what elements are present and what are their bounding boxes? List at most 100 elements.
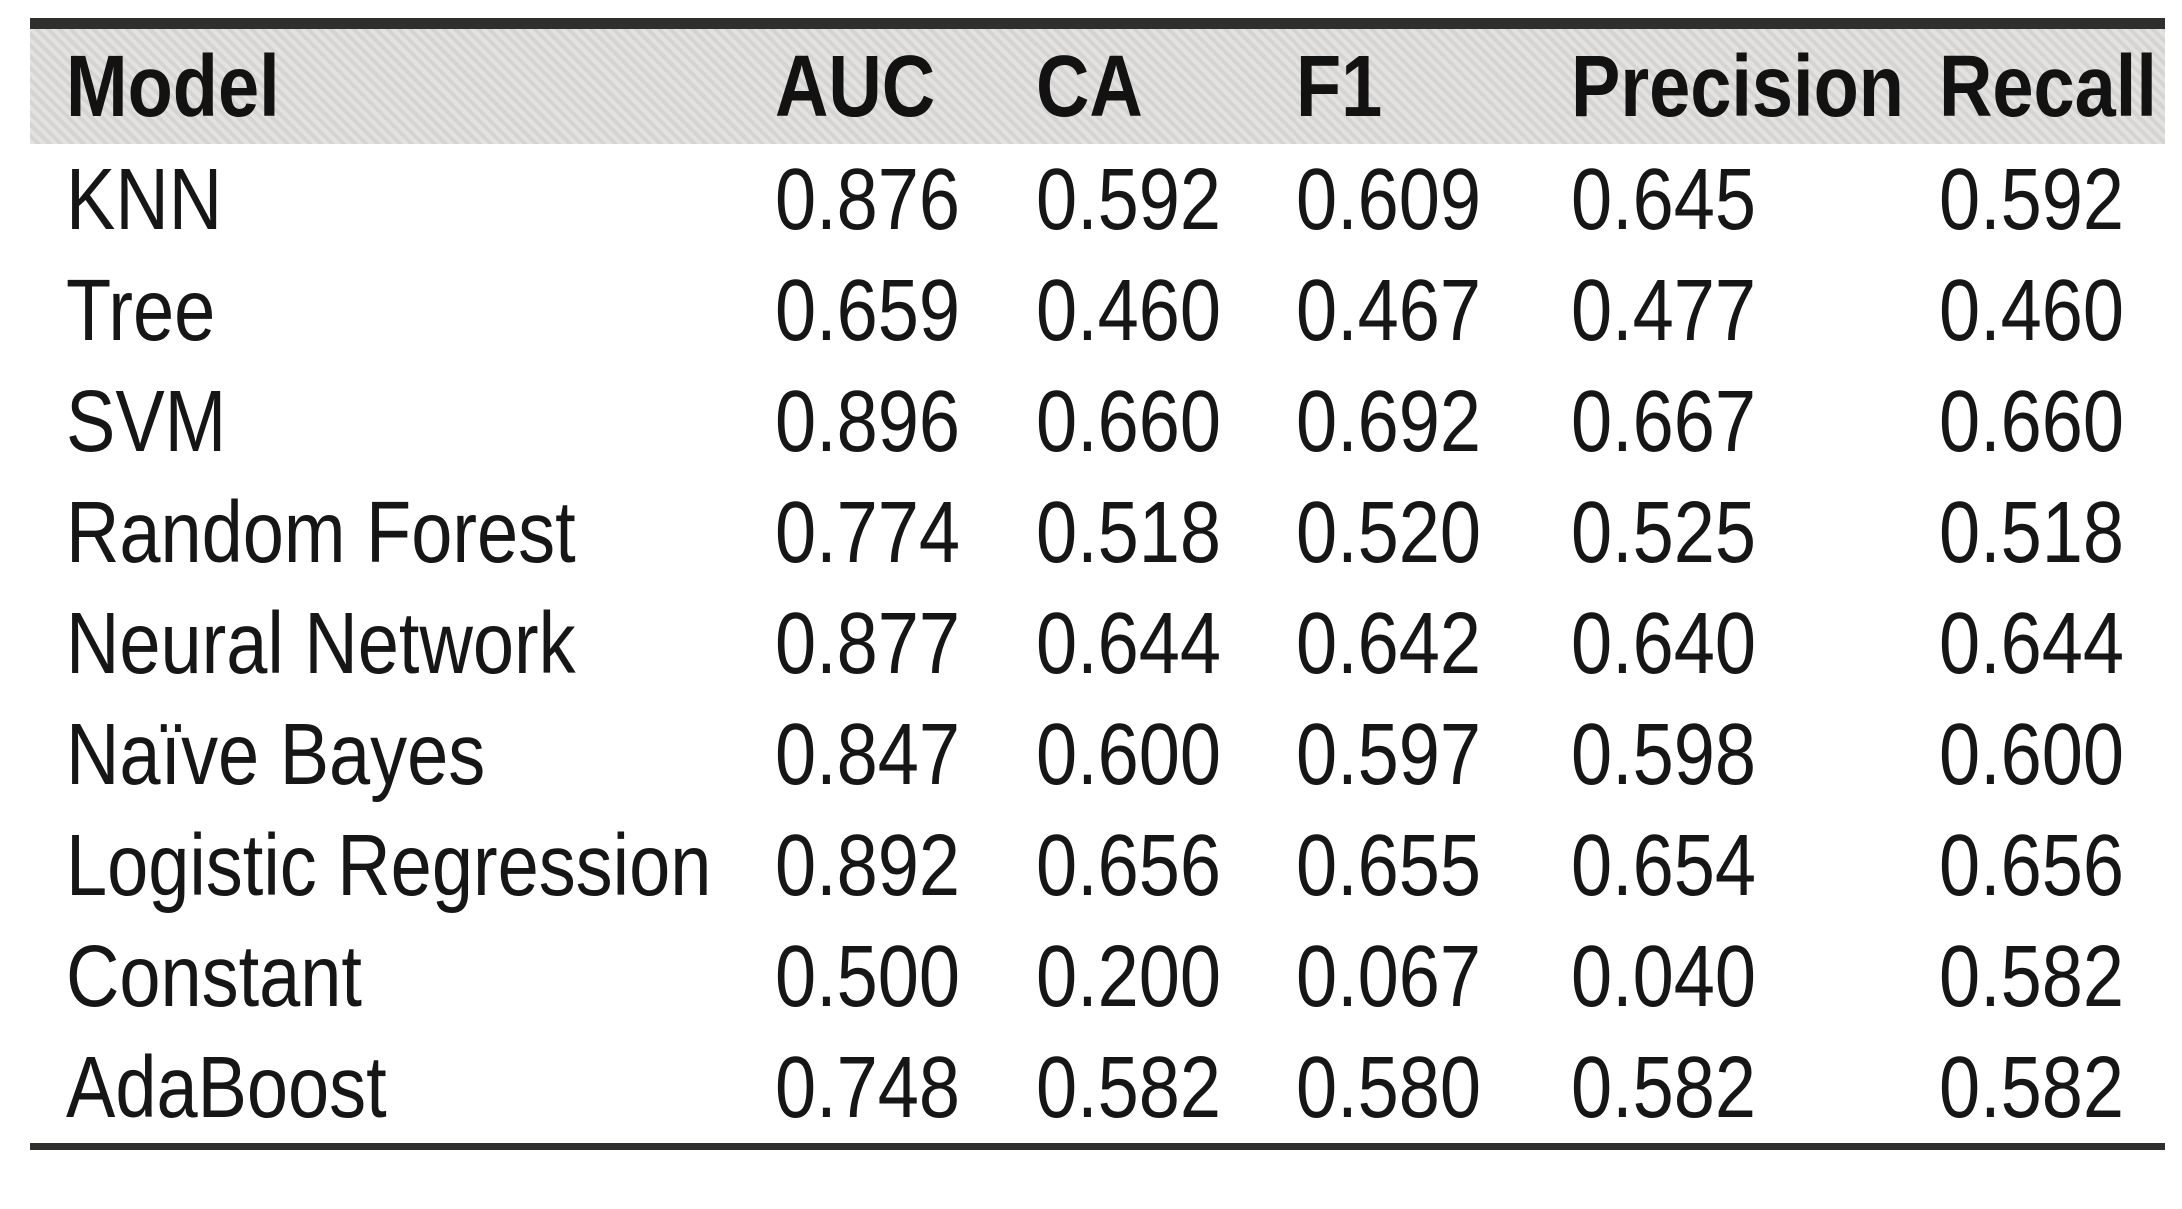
table-bottom-rule	[30, 1143, 2165, 1150]
table-top-rule	[30, 18, 2165, 29]
metric-value: 0.582	[1938, 1039, 2124, 1136]
metric-value: 0.609	[1296, 151, 1482, 248]
metric-value-cell: 0.896	[775, 366, 1035, 477]
metric-value: 0.660	[1035, 373, 1221, 470]
metric-value-cell: 0.525	[1571, 477, 1938, 588]
table-row-constant: Constant 0.500 0.200 0.067 0.040 0.582	[30, 921, 2165, 1032]
metric-value: 0.892	[775, 817, 961, 914]
metric-value-cell: 0.460	[1036, 255, 1296, 366]
metric-value: 0.659	[775, 262, 961, 359]
model-name: Constant	[66, 928, 362, 1025]
metric-value-cell: 0.500	[775, 921, 1035, 1032]
metric-value-cell: 0.200	[1036, 921, 1296, 1032]
metric-value-cell: 0.644	[1939, 588, 2165, 699]
model-name-cell: AdaBoost	[30, 1032, 775, 1143]
model-name: Naïve Bayes	[66, 706, 486, 803]
column-header-model: Model	[30, 29, 775, 144]
metric-value: 0.460	[1938, 262, 2124, 359]
table-row-random-forest: Random Forest 0.774 0.518 0.520 0.525 0.518	[30, 477, 2165, 588]
metric-value-cell: 0.582	[1939, 1032, 2165, 1143]
column-header-label: F1	[1296, 38, 1383, 135]
metric-value: 0.654	[1571, 817, 1757, 914]
table-body: KNN 0.876 0.592 0.609 0.645 0.592 Tree 0.659 0.4…	[30, 144, 2165, 1143]
table-row-neural-network: Neural Network 0.877 0.644 0.642 0.640 0.644	[30, 588, 2165, 699]
metric-value: 0.518	[1035, 484, 1221, 581]
column-header-precision: Precision	[1571, 29, 1938, 144]
metric-value: 0.477	[1571, 262, 1757, 359]
metric-value-cell: 0.520	[1296, 477, 1571, 588]
metric-value: 0.582	[1035, 1039, 1221, 1136]
column-header-label: Model	[66, 38, 280, 135]
metric-value-cell: 0.460	[1939, 255, 2165, 366]
column-header-ca: CA	[1036, 29, 1296, 144]
metric-value: 0.896	[775, 373, 961, 470]
model-name-cell: Naïve Bayes	[30, 699, 775, 810]
metric-value-cell: 0.748	[775, 1032, 1035, 1143]
metric-value: 0.460	[1035, 262, 1221, 359]
model-name-cell: Neural Network	[30, 588, 775, 699]
metric-value: 0.067	[1296, 928, 1482, 1025]
column-header-label: Precision	[1571, 38, 1905, 135]
metric-value: 0.582	[1938, 928, 2124, 1025]
column-header-recall: Recall	[1939, 29, 2165, 144]
metric-value: 0.525	[1571, 484, 1757, 581]
metric-value-cell: 0.518	[1939, 477, 2165, 588]
model-name: KNN	[66, 151, 223, 248]
metric-value-cell: 0.582	[1036, 1032, 1296, 1143]
metric-value: 0.655	[1296, 817, 1482, 914]
model-metrics-table: Model AUC CA F1 Precision Recall KNN 0.876 0.59…	[30, 29, 2165, 1143]
metric-value: 0.592	[1035, 151, 1221, 248]
metric-value-cell: 0.598	[1571, 699, 1938, 810]
column-header-auc: AUC	[775, 29, 1035, 144]
metric-value-cell: 0.600	[1036, 699, 1296, 810]
column-header-label: CA	[1035, 38, 1143, 135]
metric-value: 0.660	[1938, 373, 2124, 470]
table-row-na-ve-bayes: Naïve Bayes 0.847 0.600 0.597 0.598 0.600	[30, 699, 2165, 810]
model-name: Tree	[66, 262, 216, 359]
metric-value-cell: 0.644	[1036, 588, 1296, 699]
metric-value: 0.040	[1571, 928, 1757, 1025]
model-name: SVM	[66, 373, 227, 470]
model-name-cell: Logistic Regression	[30, 810, 775, 921]
metric-value-cell: 0.642	[1296, 588, 1571, 699]
metric-value: 0.847	[775, 706, 961, 803]
metric-value-cell: 0.592	[1939, 144, 2165, 255]
metric-value: 0.200	[1035, 928, 1221, 1025]
metric-value: 0.592	[1938, 151, 2124, 248]
metric-value: 0.748	[775, 1039, 961, 1136]
metric-value-cell: 0.774	[775, 477, 1035, 588]
metric-value: 0.774	[775, 484, 961, 581]
metric-value: 0.877	[775, 595, 961, 692]
table-row-svm: SVM 0.896 0.660 0.692 0.667 0.660	[30, 366, 2165, 477]
header-row: Model AUC CA F1 Precision Recall	[30, 29, 2165, 144]
metric-value: 0.644	[1035, 595, 1221, 692]
column-header-label: AUC	[775, 38, 936, 135]
metric-value: 0.876	[775, 151, 961, 248]
metric-value: 0.656	[1938, 817, 2124, 914]
metric-value-cell: 0.847	[775, 699, 1035, 810]
metric-value: 0.667	[1571, 373, 1757, 470]
metric-value-cell: 0.645	[1571, 144, 1938, 255]
metric-value: 0.582	[1571, 1039, 1757, 1136]
metric-value: 0.642	[1296, 595, 1482, 692]
metric-value: 0.644	[1938, 595, 2124, 692]
metric-value: 0.500	[775, 928, 961, 1025]
metric-value-cell: 0.655	[1296, 810, 1571, 921]
metric-value-cell: 0.667	[1571, 366, 1938, 477]
metric-value-cell: 0.040	[1571, 921, 1938, 1032]
metric-value-cell: 0.592	[1036, 144, 1296, 255]
metric-value: 0.520	[1296, 484, 1482, 581]
column-header-f1: F1	[1296, 29, 1571, 144]
metric-value: 0.597	[1296, 706, 1482, 803]
model-name-cell: Tree	[30, 255, 775, 366]
metric-value: 0.580	[1296, 1039, 1482, 1136]
metric-value-cell: 0.654	[1571, 810, 1938, 921]
metric-value-cell: 0.656	[1939, 810, 2165, 921]
model-name: Logistic Regression	[66, 817, 712, 914]
model-name: Random Forest	[66, 484, 576, 581]
metric-value: 0.640	[1571, 595, 1757, 692]
metric-value: 0.600	[1035, 706, 1221, 803]
metric-value-cell: 0.067	[1296, 921, 1571, 1032]
model-metrics-table-container: Model AUC CA F1 Precision Recall KNN 0.876 0.59…	[30, 18, 2165, 1150]
model-name-cell: Constant	[30, 921, 775, 1032]
